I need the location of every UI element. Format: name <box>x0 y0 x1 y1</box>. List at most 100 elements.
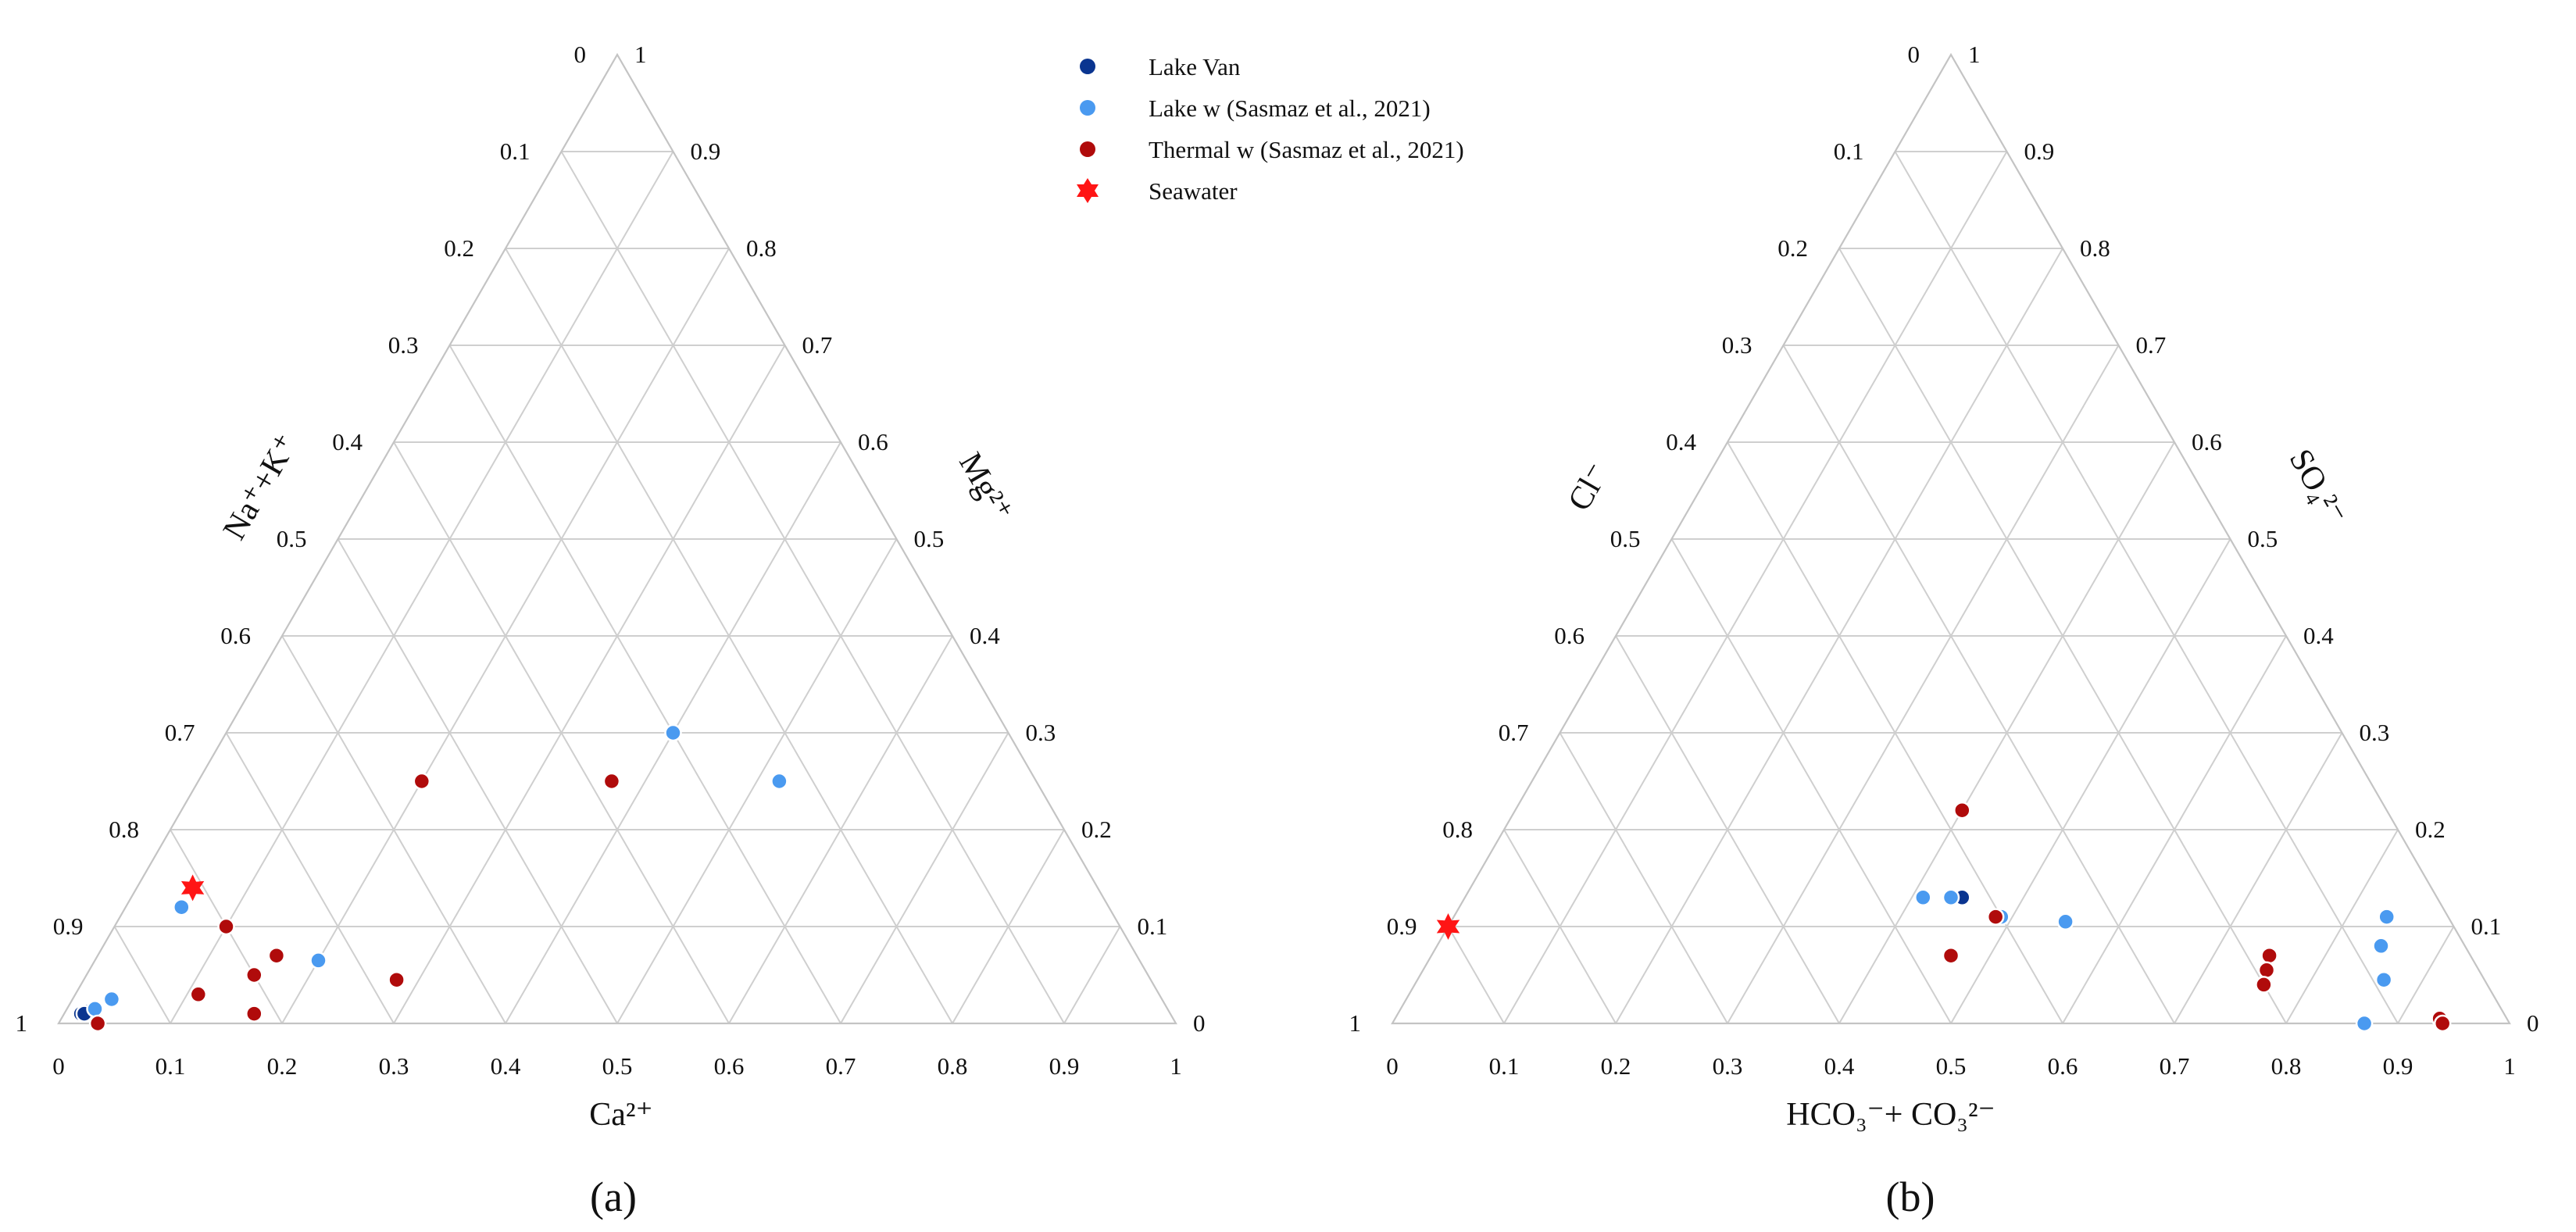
tick-label-bottom: 0.4 <box>1824 1052 1855 1080</box>
legend-label-lake-w: Lake w (Sasmaz et al., 2021) <box>1149 95 1431 122</box>
data-point <box>2433 1014 2452 1033</box>
tick-label-bottom: 0.4 <box>491 1052 521 1080</box>
grid-line <box>1063 926 1121 1024</box>
tick-label-bottom: 1 <box>1170 1052 1182 1080</box>
data-point <box>1942 888 1960 907</box>
data-point <box>217 917 235 936</box>
tick-label-right: 0.5 <box>2248 525 2278 552</box>
data-point <box>2374 970 2393 989</box>
tick-label-bottom: 0.1 <box>155 1052 186 1080</box>
grid-line <box>840 732 1009 1024</box>
data-point <box>267 946 286 965</box>
grid-line <box>1894 151 2399 1024</box>
legend-marker-lake-w <box>1080 100 1095 116</box>
tick-label-left: 0.3 <box>388 331 419 359</box>
grid-line <box>281 635 506 1024</box>
tick-label-right: 0.7 <box>2136 331 2167 359</box>
data-point <box>602 772 621 791</box>
grid-line <box>560 151 1065 1024</box>
data-point <box>2260 946 2278 965</box>
data-point <box>1953 801 1971 820</box>
tick-label-bottom: 0.7 <box>826 1052 856 1080</box>
tick-label-right: 0.3 <box>2360 719 2390 746</box>
data-point <box>102 990 121 1009</box>
legend: Lake Van Lake w (Sasmaz et al., 2021) Th… <box>1077 53 1464 205</box>
grid-line <box>448 345 841 1024</box>
data-point <box>770 772 788 791</box>
tick-label-right: 0 <box>2527 1009 2539 1037</box>
tick-label-right: 0.6 <box>2192 428 2222 455</box>
tick-label-bottom: 0 <box>1386 1052 1399 1080</box>
axis-title-left-b: Cl⁻ <box>1561 457 1617 517</box>
tick-label-bottom: 0.5 <box>1936 1052 1967 1080</box>
data-point <box>309 952 327 970</box>
tick-label-bottom: 0.6 <box>714 1052 745 1080</box>
data-point <box>88 1014 107 1033</box>
grid-line <box>2062 635 2287 1024</box>
grid-a <box>113 151 1121 1024</box>
legend-label-lake-van: Lake Van <box>1149 53 1241 80</box>
axis-title-bottom-a: Ca²⁺ <box>589 1097 652 1133</box>
tick-label-right: 0.6 <box>858 428 888 455</box>
tick-label-left: 0.7 <box>165 719 195 746</box>
tick-label-right: 0.1 <box>1138 912 1168 940</box>
grid-line <box>1950 538 2231 1024</box>
ternary-panel-a: 0 0 0 0.1 0.1 0.1 0.2 0.2 0.2 0.3 0.3 0.3 0.4 0.4 0.4 0… <box>16 41 1206 1080</box>
tick-label-bottom: 0.7 <box>2160 1052 2190 1080</box>
data-point <box>2257 961 2276 980</box>
tick-label-bottom: 0.2 <box>267 1052 298 1080</box>
tick-label-bottom: 0.2 <box>1601 1052 1631 1080</box>
data-point <box>664 723 682 742</box>
grid-line <box>1782 345 2175 1024</box>
data-point <box>2255 976 2273 994</box>
tick-label-right: 0.9 <box>691 137 721 165</box>
legend-marker-lake-van <box>1080 59 1095 74</box>
data-point <box>1986 908 2005 926</box>
tick-label-left: 0.9 <box>1387 912 1417 940</box>
data-points-a <box>72 723 788 1033</box>
tick-label-right: 0.4 <box>2303 622 2334 649</box>
axis-title-bottom-b: HCO₃⁻+ CO₃²⁻ <box>1786 1097 1995 1133</box>
tick-label-left: 0.8 <box>109 816 139 843</box>
tick-label-right: 0.4 <box>970 622 1000 649</box>
tick-label-bottom: 0.3 <box>1713 1052 1743 1080</box>
data-point <box>388 970 406 989</box>
tick-label-left: 0.1 <box>1834 137 1864 165</box>
tick-label-left: 0 <box>1908 41 1920 68</box>
tick-label-left: 0.3 <box>1722 331 1752 359</box>
grid-line <box>337 538 618 1024</box>
grid-line <box>1503 151 2008 1024</box>
grid-line <box>2174 732 2343 1024</box>
tick-labels-a: 0 0 0 0.1 0.1 0.1 0.2 0.2 0.2 0.3 0.3 0.3 0.4 0.4 0.4 0… <box>16 41 1206 1080</box>
tick-label-right: 0.2 <box>2415 816 2446 843</box>
tick-label-left: 0.8 <box>1442 816 1473 843</box>
grid-line <box>1670 538 1952 1024</box>
tick-label-left: 0 <box>574 41 587 68</box>
tick-label-right: 1 <box>634 41 647 68</box>
tick-label-right: 0.5 <box>914 525 945 552</box>
tick-label-left: 0.5 <box>277 525 307 552</box>
legend-marker-seawater <box>1077 178 1099 203</box>
tick-label-left: 1 <box>16 1009 28 1037</box>
grid-line <box>2397 926 2455 1024</box>
data-point-seawater <box>1436 913 1460 940</box>
panel-label-a: (a) <box>590 1173 637 1220</box>
grid-line <box>2285 829 2399 1024</box>
grid-line <box>225 732 395 1024</box>
axis-title-right-a: Mg²⁺ <box>952 447 1019 528</box>
grid-line <box>1503 829 1617 1024</box>
axis-title-right-b: SO₄²⁻ <box>2282 443 2353 530</box>
data-point <box>245 1005 263 1023</box>
tick-label-bottom: 1 <box>2503 1052 2516 1080</box>
tick-label-right: 0.1 <box>2471 912 2502 940</box>
tick-label-bottom: 0.8 <box>938 1052 968 1080</box>
tick-label-bottom: 0.1 <box>1489 1052 1520 1080</box>
data-point <box>2378 908 2396 926</box>
tick-label-bottom: 0.6 <box>2048 1052 2078 1080</box>
data-point <box>189 985 208 1004</box>
tick-label-bottom: 0.9 <box>2383 1052 2413 1080</box>
tick-label-left: 0.1 <box>500 137 531 165</box>
grid-line <box>1447 926 1505 1024</box>
data-point <box>2355 1014 2374 1033</box>
